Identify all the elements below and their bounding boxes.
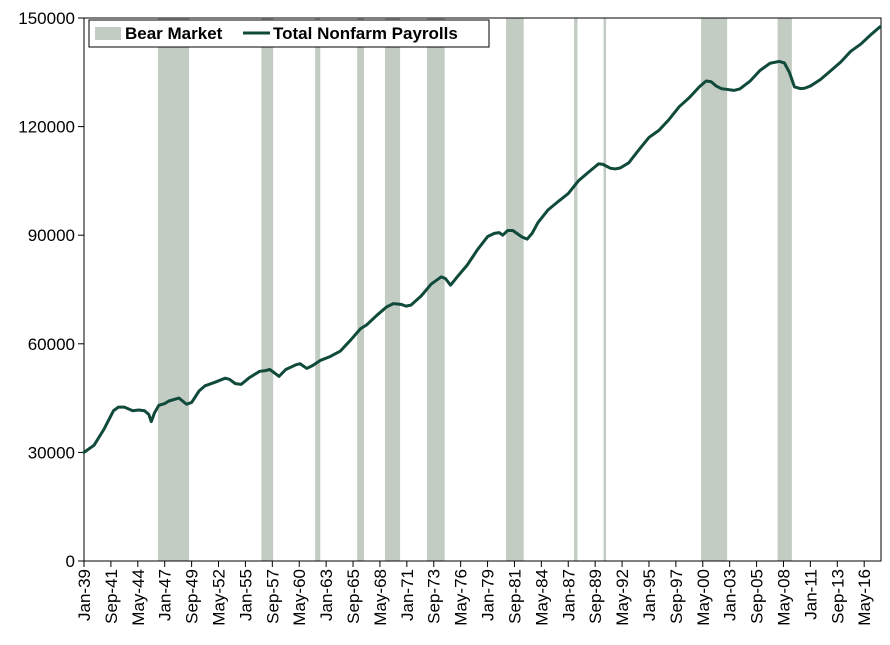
y-tick-label: 0: [66, 552, 75, 571]
x-tick-label: May-44: [129, 569, 148, 626]
x-tick-label: Sep-41: [102, 569, 121, 624]
x-tick-label: Jan-55: [236, 569, 255, 621]
y-axis: 0 30000 60000 90000 120000 150000: [18, 9, 84, 571]
x-axis: Jan-39 Sep-41 May-44 Jan-47 Sep-49 May-52 Jan-…: [75, 561, 874, 626]
bear-market-band: [315, 18, 321, 561]
y-tick-label: 90000: [28, 226, 75, 245]
x-tick-label: May-84: [532, 569, 551, 626]
y-tick-label: 30000: [28, 443, 75, 462]
x-tick-label: Sep-97: [667, 569, 686, 624]
y-tick-label: 150000: [18, 9, 75, 28]
legend-label-payrolls: Total Nonfarm Payrolls: [273, 24, 458, 43]
bear-market-band: [427, 18, 445, 561]
x-tick-label: Jan-71: [398, 569, 417, 621]
legend: Bear Market Total Nonfarm Payrolls: [88, 19, 490, 48]
x-tick-label: Sep-05: [748, 569, 767, 624]
x-tick-label: Sep-49: [183, 569, 202, 624]
bear-market-band: [603, 18, 607, 561]
x-tick-label: May-92: [613, 569, 632, 626]
series-line-total-nonfarm-payrolls: [82, 25, 882, 454]
x-tick-label: Jan-03: [721, 569, 740, 621]
plot-area-frame: [83, 17, 882, 562]
x-tick-label: Sep-81: [505, 569, 524, 624]
x-tick-label: May-60: [290, 569, 309, 626]
x-tick-label: Sep-89: [586, 569, 605, 624]
x-tick-label: May-08: [774, 569, 793, 626]
x-tick-label: May-76: [452, 569, 471, 626]
bear-market-band: [384, 18, 401, 561]
bear-market-band: [574, 18, 578, 561]
bear-market-band: [261, 18, 274, 561]
y-tick-label: 60000: [28, 335, 75, 354]
y-tick-label: 120000: [18, 118, 75, 137]
x-tick-label: Sep-57: [263, 569, 282, 624]
series-layer: [82, 25, 882, 454]
bear-market-band: [506, 18, 524, 561]
x-tick-label: May-00: [694, 569, 713, 626]
x-tick-label: Sep-73: [425, 569, 444, 624]
x-tick-label: May-68: [371, 569, 390, 626]
bear-market-bands: [157, 18, 792, 561]
legend-swatch-bear-market: [95, 27, 121, 40]
x-tick-label: Jan-39: [75, 569, 94, 621]
bear-market-band: [777, 18, 792, 561]
x-tick-label: May-52: [210, 569, 229, 626]
x-tick-label: Jan-11: [801, 569, 820, 620]
x-tick-label: Sep-65: [344, 569, 363, 624]
x-tick-label: May-16: [855, 569, 874, 626]
x-tick-label: Sep-13: [828, 569, 847, 624]
bear-market-band: [357, 18, 364, 561]
bear-market-band: [701, 18, 728, 561]
x-tick-label: Jan-47: [156, 569, 175, 621]
x-tick-label: Jan-63: [317, 569, 336, 621]
legend-label-bear-market: Bear Market: [125, 24, 223, 43]
x-tick-label: Jan-87: [559, 569, 578, 621]
bear-market-band: [157, 18, 190, 561]
x-tick-label: Jan-95: [640, 569, 659, 621]
legend-box: [88, 19, 490, 48]
x-tick-label: Jan-79: [479, 569, 498, 621]
